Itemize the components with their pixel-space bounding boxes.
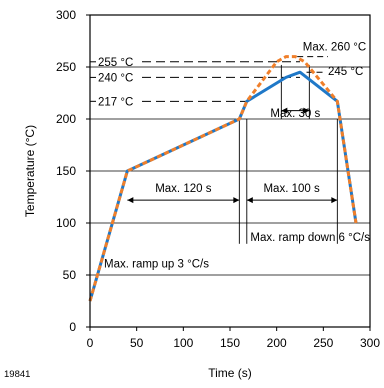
annotation-max-30s: Max. 30 s bbox=[270, 108, 320, 120]
figure-id: 19841 bbox=[4, 369, 30, 380]
annotation-ramp-up: Max. ramp up 3 °C/s bbox=[104, 259, 209, 271]
reference-label-240: 240 °C bbox=[98, 72, 133, 84]
reference-lines: 255 °C 240 °C 217 °C bbox=[90, 56, 328, 108]
y-tick-label-150: 150 bbox=[56, 164, 76, 178]
y-tick-label-200: 200 bbox=[56, 112, 76, 126]
x-tick-label-50: 50 bbox=[130, 336, 144, 350]
tick-layer: 0 50 100 150 200 250 300 0 50 100 150 200 250 300 bbox=[56, 8, 380, 350]
annotation-max-120s: Max. 120 s bbox=[155, 183, 211, 195]
arrow-30s-head-left bbox=[281, 107, 288, 114]
duration-markers bbox=[127, 64, 338, 244]
y-tick-label-250: 250 bbox=[56, 60, 76, 74]
arrow-100s-head-left bbox=[246, 197, 253, 204]
arrow-100s-head-right bbox=[331, 197, 338, 204]
series-dashed-line bbox=[88, 55, 358, 302]
x-tick-label-200: 200 bbox=[267, 336, 287, 350]
annotation-245: 245 °C bbox=[328, 66, 363, 78]
x-tick-label-0: 0 bbox=[87, 336, 94, 350]
x-tick-label-250: 250 bbox=[313, 336, 333, 350]
grid-layer bbox=[90, 66, 370, 276]
arrow-120s-head-right bbox=[233, 197, 240, 204]
annotation-max-100s: Max. 100 s bbox=[263, 183, 319, 195]
arrow-120s-head-left bbox=[127, 197, 134, 204]
reference-label-255: 255 °C bbox=[98, 57, 133, 69]
annotation-ramp-down: Max. ramp down 6 °C/s bbox=[250, 232, 370, 244]
x-tick-label-300: 300 bbox=[360, 336, 380, 350]
annotation-max-260: Max. 260 °C bbox=[303, 42, 366, 54]
y-tick-label-0: 0 bbox=[69, 320, 76, 334]
y-tick-label-300: 300 bbox=[56, 8, 76, 22]
reference-label-217: 217 °C bbox=[98, 96, 133, 108]
series-layer bbox=[88, 55, 358, 302]
x-axis-label: Time (s) bbox=[208, 366, 252, 380]
arrow-30s-head-right bbox=[303, 107, 310, 114]
y-tick-label-50: 50 bbox=[63, 268, 77, 282]
y-axis-label: Temperature (°C) bbox=[23, 125, 37, 217]
y-tick-label-100: 100 bbox=[56, 216, 76, 230]
x-tick-label-100: 100 bbox=[173, 336, 193, 350]
x-tick-label-150: 150 bbox=[220, 336, 240, 350]
